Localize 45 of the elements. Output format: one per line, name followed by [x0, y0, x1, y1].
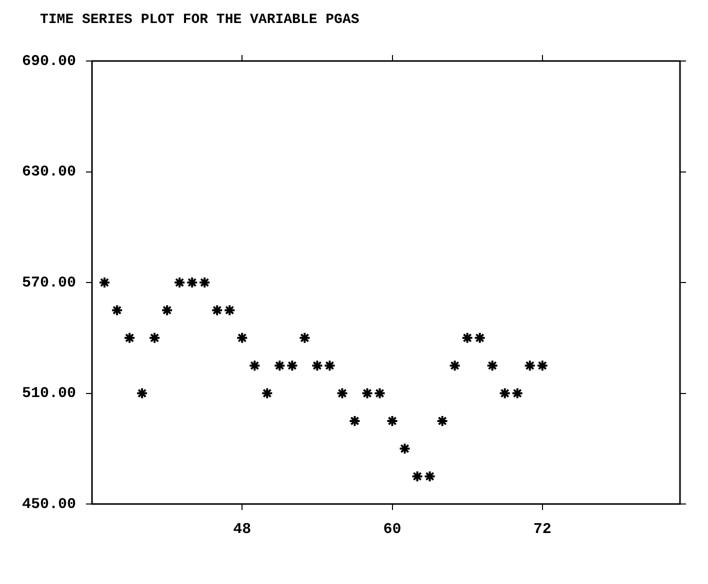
- point: [424, 470, 436, 482]
- y-tick-label: 450.00: [22, 496, 76, 513]
- point: [524, 360, 536, 372]
- point: [474, 332, 486, 344]
- point: [311, 360, 324, 372]
- point: [411, 470, 424, 482]
- point: [198, 276, 211, 288]
- x-tick-label: 60: [383, 520, 402, 538]
- point: [124, 332, 136, 344]
- point: [111, 304, 124, 316]
- point: [324, 360, 336, 372]
- point: [248, 360, 261, 372]
- point: [136, 387, 148, 400]
- point: [298, 332, 311, 344]
- y-tick-label: 510.00: [22, 385, 76, 402]
- point: [174, 276, 186, 288]
- point: [98, 276, 111, 288]
- point: [361, 387, 374, 400]
- point: [148, 332, 161, 344]
- point: [274, 360, 286, 372]
- point: [498, 387, 511, 400]
- point: [436, 414, 448, 427]
- point: [448, 360, 461, 372]
- point: [486, 360, 498, 372]
- point: [286, 360, 298, 372]
- point: [261, 387, 274, 400]
- y-tick-label: 690.00: [22, 52, 76, 70]
- point: [186, 276, 198, 288]
- point: [536, 360, 548, 372]
- point: [211, 304, 224, 316]
- point: [236, 332, 248, 344]
- x-tick-label: 48: [233, 520, 252, 538]
- point: [336, 387, 348, 400]
- y-tick-label: 570.00: [22, 274, 76, 292]
- y-tick-label: 630.00: [22, 164, 76, 181]
- point: [348, 414, 361, 427]
- point: [398, 442, 411, 455]
- point: [386, 414, 398, 427]
- point: [224, 304, 236, 316]
- chart-title: TIME SERIES PLOT FOR THE VARIABLE PGAS: [39, 11, 360, 30]
- point: [374, 387, 386, 400]
- x-tick-label: 72: [533, 520, 552, 538]
- point: [461, 332, 474, 344]
- point: [511, 387, 524, 400]
- point: [161, 304, 174, 316]
